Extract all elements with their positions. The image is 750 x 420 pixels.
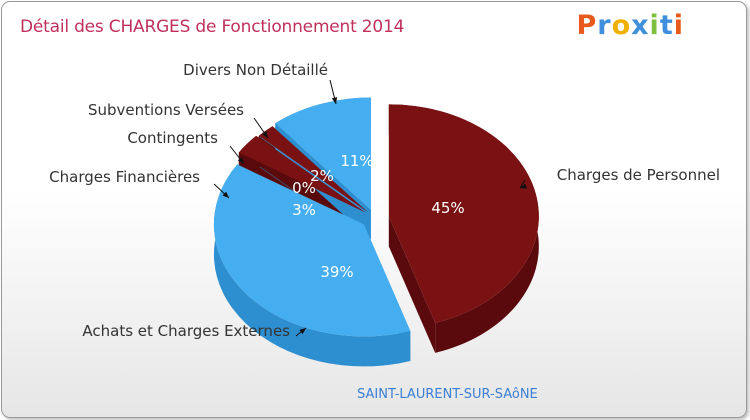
- logo-letter: t: [659, 10, 674, 41]
- leader-arrow: [299, 328, 306, 335]
- chart-title: Détail des CHARGES de Fonctionnement 201…: [20, 17, 405, 37]
- logo-letter: P: [576, 10, 598, 41]
- pie-slice-0: [388, 104, 539, 323]
- slice-labels: Charges de Personnel 45% Achats et Charges…: [49, 61, 720, 340]
- slice-percent-label: 3%: [292, 201, 316, 219]
- slice-percent-label: 0%: [292, 179, 316, 197]
- leader-arrow: [262, 131, 268, 138]
- pie-slice-4: [258, 126, 369, 213]
- slice-category-label: Contingents: [127, 129, 218, 147]
- slice-category-label: Charges de Personnel: [557, 166, 720, 184]
- logo-letter: r: [597, 10, 612, 41]
- slice-percent-label: 45%: [431, 199, 464, 217]
- leader-arrow: [520, 183, 527, 189]
- slice-category-label: Charges Financières: [49, 168, 200, 186]
- leader-arrow: [331, 97, 338, 104]
- slice-category-label: Subventions Versées: [88, 101, 244, 119]
- leader-arrow: [237, 157, 244, 164]
- logo-letter: i: [649, 10, 660, 41]
- leader-lines: [213, 79, 527, 337]
- slice-percent-label: 11%: [340, 152, 373, 170]
- slice-category-label: Achats et Charges Externes: [82, 322, 290, 340]
- slice-percent-label: 2%: [310, 167, 334, 185]
- logo-letter: x: [631, 10, 650, 41]
- pie-slice-2: [238, 135, 366, 213]
- logo-letter: o: [611, 10, 632, 41]
- commune-name: SAINT-LAURENT-SUR-SAôNE: [357, 387, 538, 402]
- slice-percent-label: 39%: [320, 263, 353, 281]
- slice-category-label: Divers Non Détaillé: [183, 61, 328, 79]
- pie-slice-5: [275, 97, 371, 210]
- proxiti-logo: Proxiti: [576, 10, 684, 41]
- pie-tops: [213, 97, 539, 337]
- logo-letter: i: [673, 10, 684, 41]
- leader-arrow: [222, 191, 229, 198]
- leader-line: [519, 179, 526, 189]
- pie-slice-1: [213, 164, 411, 337]
